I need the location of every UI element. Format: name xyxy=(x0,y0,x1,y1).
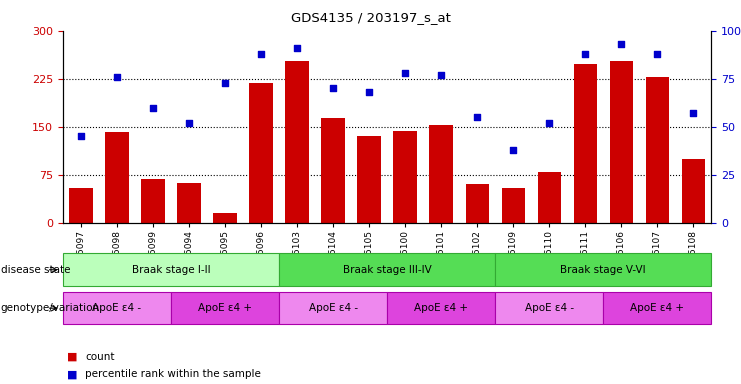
Point xyxy=(147,104,159,111)
Bar xyxy=(213,213,237,223)
Point xyxy=(183,120,195,126)
Text: ApoE ε4 -: ApoE ε4 - xyxy=(93,303,142,313)
Bar xyxy=(574,64,597,223)
Text: ApoE ε4 +: ApoE ε4 + xyxy=(631,303,685,313)
Point xyxy=(471,114,483,120)
Bar xyxy=(142,179,165,223)
Point xyxy=(255,51,267,57)
Bar xyxy=(105,132,129,223)
Text: ApoE ε4 -: ApoE ε4 - xyxy=(525,303,574,313)
Bar xyxy=(322,118,345,223)
Point xyxy=(435,72,447,78)
Text: Braak stage V-VI: Braak stage V-VI xyxy=(560,265,646,275)
Text: ApoE ε4 -: ApoE ε4 - xyxy=(308,303,358,313)
Bar xyxy=(70,187,93,223)
Bar xyxy=(610,61,633,223)
Bar xyxy=(502,187,525,223)
Text: GDS4135 / 203197_s_at: GDS4135 / 203197_s_at xyxy=(290,12,451,25)
Bar xyxy=(177,183,201,223)
Bar xyxy=(537,172,561,223)
Bar xyxy=(285,61,309,223)
Bar xyxy=(393,131,417,223)
Text: disease state: disease state xyxy=(1,265,70,275)
Point xyxy=(399,70,411,76)
Text: percentile rank within the sample: percentile rank within the sample xyxy=(85,369,261,379)
Text: Braak stage I-II: Braak stage I-II xyxy=(132,265,210,275)
Text: ■: ■ xyxy=(67,352,77,362)
Point xyxy=(688,110,700,116)
Point xyxy=(651,51,663,57)
Text: count: count xyxy=(85,352,115,362)
Point xyxy=(363,89,375,95)
Bar xyxy=(645,77,669,223)
Point xyxy=(615,41,627,47)
Text: Braak stage III-IV: Braak stage III-IV xyxy=(343,265,431,275)
Point xyxy=(291,45,303,51)
Point xyxy=(543,120,555,126)
Point xyxy=(111,74,123,80)
Bar xyxy=(250,83,273,223)
Bar xyxy=(465,184,489,223)
Text: genotype/variation: genotype/variation xyxy=(1,303,100,313)
Point xyxy=(219,79,231,86)
Text: ApoE ε4 +: ApoE ε4 + xyxy=(414,303,468,313)
Text: ApoE ε4 +: ApoE ε4 + xyxy=(198,303,252,313)
Bar xyxy=(357,136,381,223)
Point xyxy=(579,51,591,57)
Point xyxy=(508,147,519,153)
Bar xyxy=(430,126,453,223)
Bar xyxy=(682,159,705,223)
Text: ■: ■ xyxy=(67,369,77,379)
Point xyxy=(328,85,339,91)
Point xyxy=(75,133,87,139)
